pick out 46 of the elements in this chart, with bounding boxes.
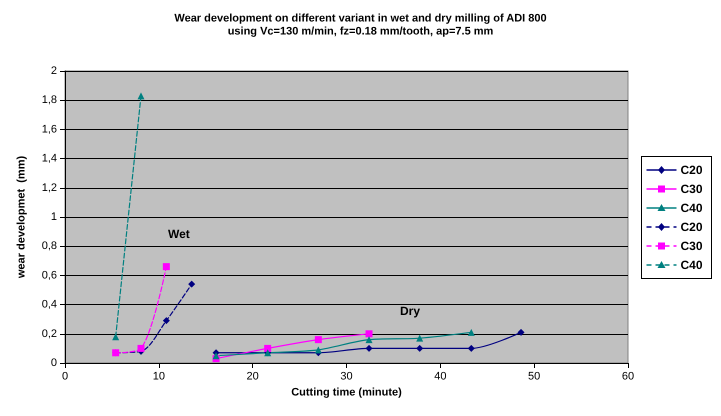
chart-title: Wear development on different variant in wet and dry milling of ADI 800	[174, 12, 547, 24]
point	[366, 344, 373, 352]
legend-label: C30	[680, 182, 703, 196]
point	[518, 328, 525, 336]
point	[188, 280, 196, 288]
x-tick-label: 40	[434, 370, 446, 382]
x-tick-label: 10	[152, 370, 165, 382]
y-tick-label: 0,6	[42, 269, 57, 282]
x-tick-label: 50	[528, 370, 540, 382]
y-tick-label: 1,6	[42, 123, 57, 136]
point	[212, 352, 220, 360]
annotation: Wet	[168, 227, 190, 241]
point	[366, 336, 373, 344]
x-tick-label: 0	[62, 370, 68, 382]
point	[264, 344, 272, 352]
y-axis-title: wear developmet (mm)	[16, 156, 28, 280]
y-tick-label: 0,8	[42, 240, 57, 252]
legend-label: C40	[680, 258, 703, 272]
point	[468, 344, 475, 352]
point	[416, 334, 424, 342]
point	[366, 330, 373, 338]
y-tick-label: 0,4	[42, 298, 57, 311]
y-tick-label: 1,8	[42, 94, 57, 106]
y-tick-label: 0	[50, 357, 57, 369]
point	[162, 317, 170, 324]
y-tick-label: 1	[50, 211, 57, 223]
legend-label: C30	[680, 239, 703, 253]
point	[314, 336, 322, 344]
y-tick-label: 0,2	[42, 328, 57, 340]
x-tick-label: 30	[340, 370, 353, 382]
legend-label: C20	[680, 220, 703, 234]
legend-label: C40	[680, 201, 703, 215]
annotation: Dry	[400, 304, 420, 318]
legend-label: C20	[680, 163, 703, 177]
point	[138, 344, 145, 352]
point	[162, 263, 170, 270]
x-tick-label: 60	[622, 370, 634, 382]
y-tick-label: 1,2	[42, 182, 57, 194]
x-tick-label: 20	[246, 370, 259, 382]
y-tick-label: 2	[50, 65, 57, 77]
chart-subtitle: using Vc=130 m/min, fz=0.18 mm/tooth, ap=7.5 mm	[228, 26, 494, 38]
y-tick-label: 1,4	[42, 152, 57, 165]
point	[468, 328, 475, 336]
x-axis-title: Cutting time (minute)	[291, 386, 402, 398]
point	[416, 344, 424, 352]
point	[314, 346, 322, 354]
